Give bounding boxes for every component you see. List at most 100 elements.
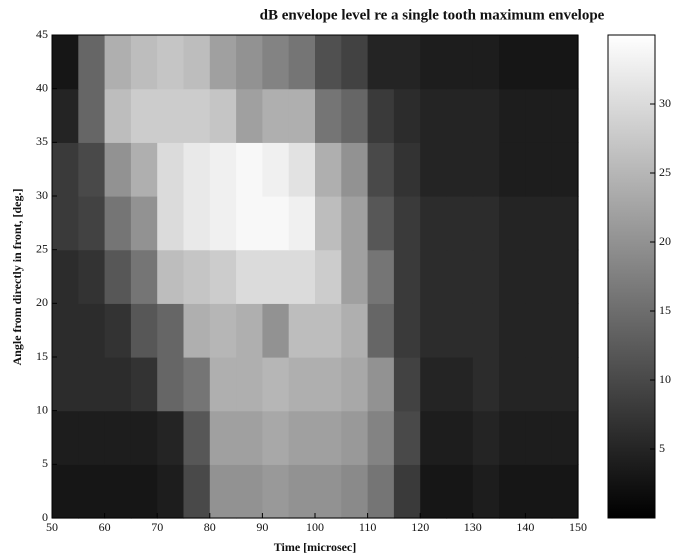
heatmap-cell bbox=[157, 35, 184, 89]
heatmap-cell bbox=[499, 196, 526, 250]
heatmap-cell bbox=[184, 464, 211, 518]
heatmap-cell bbox=[262, 35, 289, 89]
heatmap-cell bbox=[394, 250, 421, 304]
heatmap-cell bbox=[157, 250, 184, 304]
heatmap-cell bbox=[552, 196, 579, 250]
heatmap-cell bbox=[262, 250, 289, 304]
heatmap-cell bbox=[289, 357, 316, 411]
y-tick-label: 45 bbox=[36, 27, 48, 41]
heatmap-cell bbox=[131, 196, 158, 250]
heatmap-cell bbox=[499, 411, 526, 465]
heatmap-cell bbox=[394, 411, 421, 465]
colorbar-tick-label: 25 bbox=[659, 165, 671, 179]
heatmap-cell bbox=[157, 89, 184, 143]
heatmap-cell bbox=[447, 303, 474, 357]
heatmap-cell bbox=[210, 142, 237, 196]
heatmap-cell bbox=[525, 303, 552, 357]
heatmap-cell bbox=[131, 35, 158, 89]
heatmap-cell bbox=[341, 464, 368, 518]
heatmap-cell bbox=[289, 89, 316, 143]
heatmap-cell bbox=[499, 35, 526, 89]
heatmap-cell bbox=[131, 464, 158, 518]
heatmap-cell bbox=[184, 250, 211, 304]
heatmap-cell bbox=[473, 35, 500, 89]
x-tick-label: 130 bbox=[464, 520, 482, 534]
heatmap-cell bbox=[552, 411, 579, 465]
heatmap-cell bbox=[236, 464, 263, 518]
heatmap-cell bbox=[420, 250, 447, 304]
heatmap-cell bbox=[525, 142, 552, 196]
heatmap-cell bbox=[262, 464, 289, 518]
heatmap-cell bbox=[105, 250, 132, 304]
heatmap-cell bbox=[315, 35, 342, 89]
heatmap-cell bbox=[236, 89, 263, 143]
heatmap-cell bbox=[368, 35, 395, 89]
heatmap-cell bbox=[236, 196, 263, 250]
heatmap-cell bbox=[368, 411, 395, 465]
x-tick-label: 120 bbox=[411, 520, 429, 534]
heatmap-cell bbox=[289, 35, 316, 89]
heatmap-cell bbox=[420, 196, 447, 250]
heatmap-cell bbox=[552, 357, 579, 411]
heatmap-cell bbox=[289, 411, 316, 465]
heatmap-cell bbox=[210, 411, 237, 465]
heatmap-cell bbox=[105, 196, 132, 250]
page: {"chart_data": { "type": "heatmap", "tit… bbox=[0, 0, 678, 555]
heatmap-cell bbox=[315, 411, 342, 465]
heatmap-cell bbox=[394, 303, 421, 357]
heatmap-cell bbox=[78, 89, 105, 143]
heatmap-cell bbox=[210, 196, 237, 250]
heatmap-cell bbox=[52, 89, 79, 143]
heatmap-cell bbox=[315, 142, 342, 196]
heatmap-cell bbox=[315, 303, 342, 357]
heatmap-cell bbox=[289, 464, 316, 518]
heatmap-cell bbox=[52, 142, 79, 196]
heatmap-cell bbox=[131, 250, 158, 304]
heatmap-cell bbox=[184, 303, 211, 357]
heatmap-cell bbox=[473, 142, 500, 196]
heatmap-cell bbox=[78, 357, 105, 411]
heatmap-cell bbox=[262, 411, 289, 465]
heatmap-cell bbox=[341, 142, 368, 196]
heatmap-cell bbox=[368, 89, 395, 143]
y-axis-label: Angle from directly in front, [deg.] bbox=[10, 189, 24, 366]
heatmap-cell bbox=[499, 142, 526, 196]
heatmap-cell bbox=[236, 142, 263, 196]
heatmap-cell bbox=[420, 142, 447, 196]
heatmap-cell bbox=[315, 464, 342, 518]
y-tick-label: 20 bbox=[36, 295, 48, 309]
colorbar-tick-label: 20 bbox=[659, 234, 671, 248]
heatmap-cell bbox=[473, 89, 500, 143]
y-tick-label: 25 bbox=[36, 241, 48, 255]
heatmap-cell bbox=[552, 142, 579, 196]
heatmap-cell bbox=[210, 250, 237, 304]
heatmap-cell bbox=[184, 411, 211, 465]
heatmap-cell bbox=[525, 357, 552, 411]
x-tick-label: 70 bbox=[151, 520, 163, 534]
heatmap-cell bbox=[447, 89, 474, 143]
heatmap-cell bbox=[473, 357, 500, 411]
heatmap-cell bbox=[236, 303, 263, 357]
heatmap-cell bbox=[236, 35, 263, 89]
heatmap-cell bbox=[473, 250, 500, 304]
heatmap-cell bbox=[315, 357, 342, 411]
colorbar-tick-label: 30 bbox=[659, 96, 671, 110]
heatmap-cell bbox=[157, 357, 184, 411]
heatmap-cell bbox=[105, 357, 132, 411]
heatmap-cell bbox=[78, 411, 105, 465]
heatmap-cell bbox=[420, 357, 447, 411]
x-tick-label: 140 bbox=[516, 520, 534, 534]
heatmap-cell bbox=[262, 196, 289, 250]
heatmap-cell bbox=[394, 196, 421, 250]
heatmap-cell bbox=[525, 411, 552, 465]
heatmap-cell bbox=[420, 35, 447, 89]
y-tick-label: 0 bbox=[42, 510, 48, 524]
heatmap-cell bbox=[420, 89, 447, 143]
heatmap-cell bbox=[341, 89, 368, 143]
heatmap-cell bbox=[131, 411, 158, 465]
x-tick-label: 60 bbox=[99, 520, 111, 534]
heatmap-cell bbox=[78, 196, 105, 250]
heatmap-cell bbox=[525, 35, 552, 89]
heatmap-cell bbox=[184, 142, 211, 196]
heatmap-cell bbox=[315, 250, 342, 304]
